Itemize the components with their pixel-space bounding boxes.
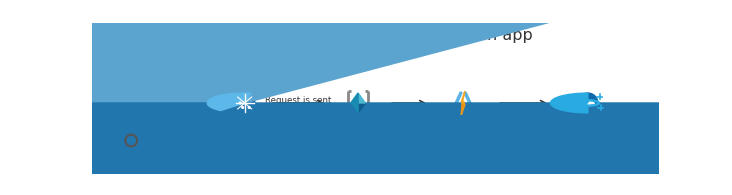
Wedge shape: [207, 93, 251, 111]
Text: Function app sends
the output to
Cosmos DB: Function app sends the output to Cosmos …: [484, 105, 567, 134]
Wedge shape: [550, 93, 588, 113]
Polygon shape: [461, 91, 465, 115]
Wedge shape: [0, 0, 646, 103]
Ellipse shape: [239, 102, 241, 104]
Polygon shape: [351, 93, 365, 103]
Ellipse shape: [138, 138, 143, 143]
Ellipse shape: [235, 93, 255, 113]
Ellipse shape: [125, 62, 137, 74]
Polygon shape: [351, 103, 365, 113]
Ellipse shape: [242, 106, 244, 108]
Polygon shape: [351, 93, 358, 113]
Text: User/Service connects to
web app and makes a
request: User/Service connects to web app and mak…: [133, 88, 241, 118]
Ellipse shape: [129, 147, 134, 152]
Text: User: User: [120, 93, 142, 102]
Ellipse shape: [578, 93, 598, 113]
Ellipse shape: [125, 135, 137, 146]
Ellipse shape: [589, 100, 592, 104]
Text: Azure Web App: Azure Web App: [209, 116, 281, 126]
Ellipse shape: [244, 102, 245, 104]
Ellipse shape: [591, 102, 594, 105]
Text: Azure Service Bus: Azure Service Bus: [315, 118, 401, 127]
Ellipse shape: [122, 144, 127, 149]
Polygon shape: [461, 104, 465, 115]
Ellipse shape: [248, 106, 250, 108]
Text: Function app connects
to the service bus
queue and processes
the request: Function app connects to the service bus…: [357, 104, 455, 144]
Wedge shape: [0, 103, 732, 195]
Text: Service bus trigger–based function app: Service bus trigger–based function app: [217, 28, 533, 43]
Ellipse shape: [235, 93, 255, 113]
Ellipse shape: [129, 129, 134, 134]
Ellipse shape: [589, 103, 591, 106]
Ellipse shape: [122, 72, 141, 85]
Text: Azure Function
App: Azure Function App: [428, 118, 498, 137]
Ellipse shape: [122, 132, 127, 137]
Text: Request is sent
to service bus
and queued for
processing: Request is sent to service bus and queue…: [266, 96, 332, 136]
FancyBboxPatch shape: [120, 80, 143, 86]
Text: Service: Service: [113, 153, 149, 162]
Text: Cosmos DB: Cosmos DB: [561, 116, 615, 126]
Ellipse shape: [135, 132, 140, 137]
Ellipse shape: [135, 144, 140, 149]
Ellipse shape: [119, 138, 124, 143]
